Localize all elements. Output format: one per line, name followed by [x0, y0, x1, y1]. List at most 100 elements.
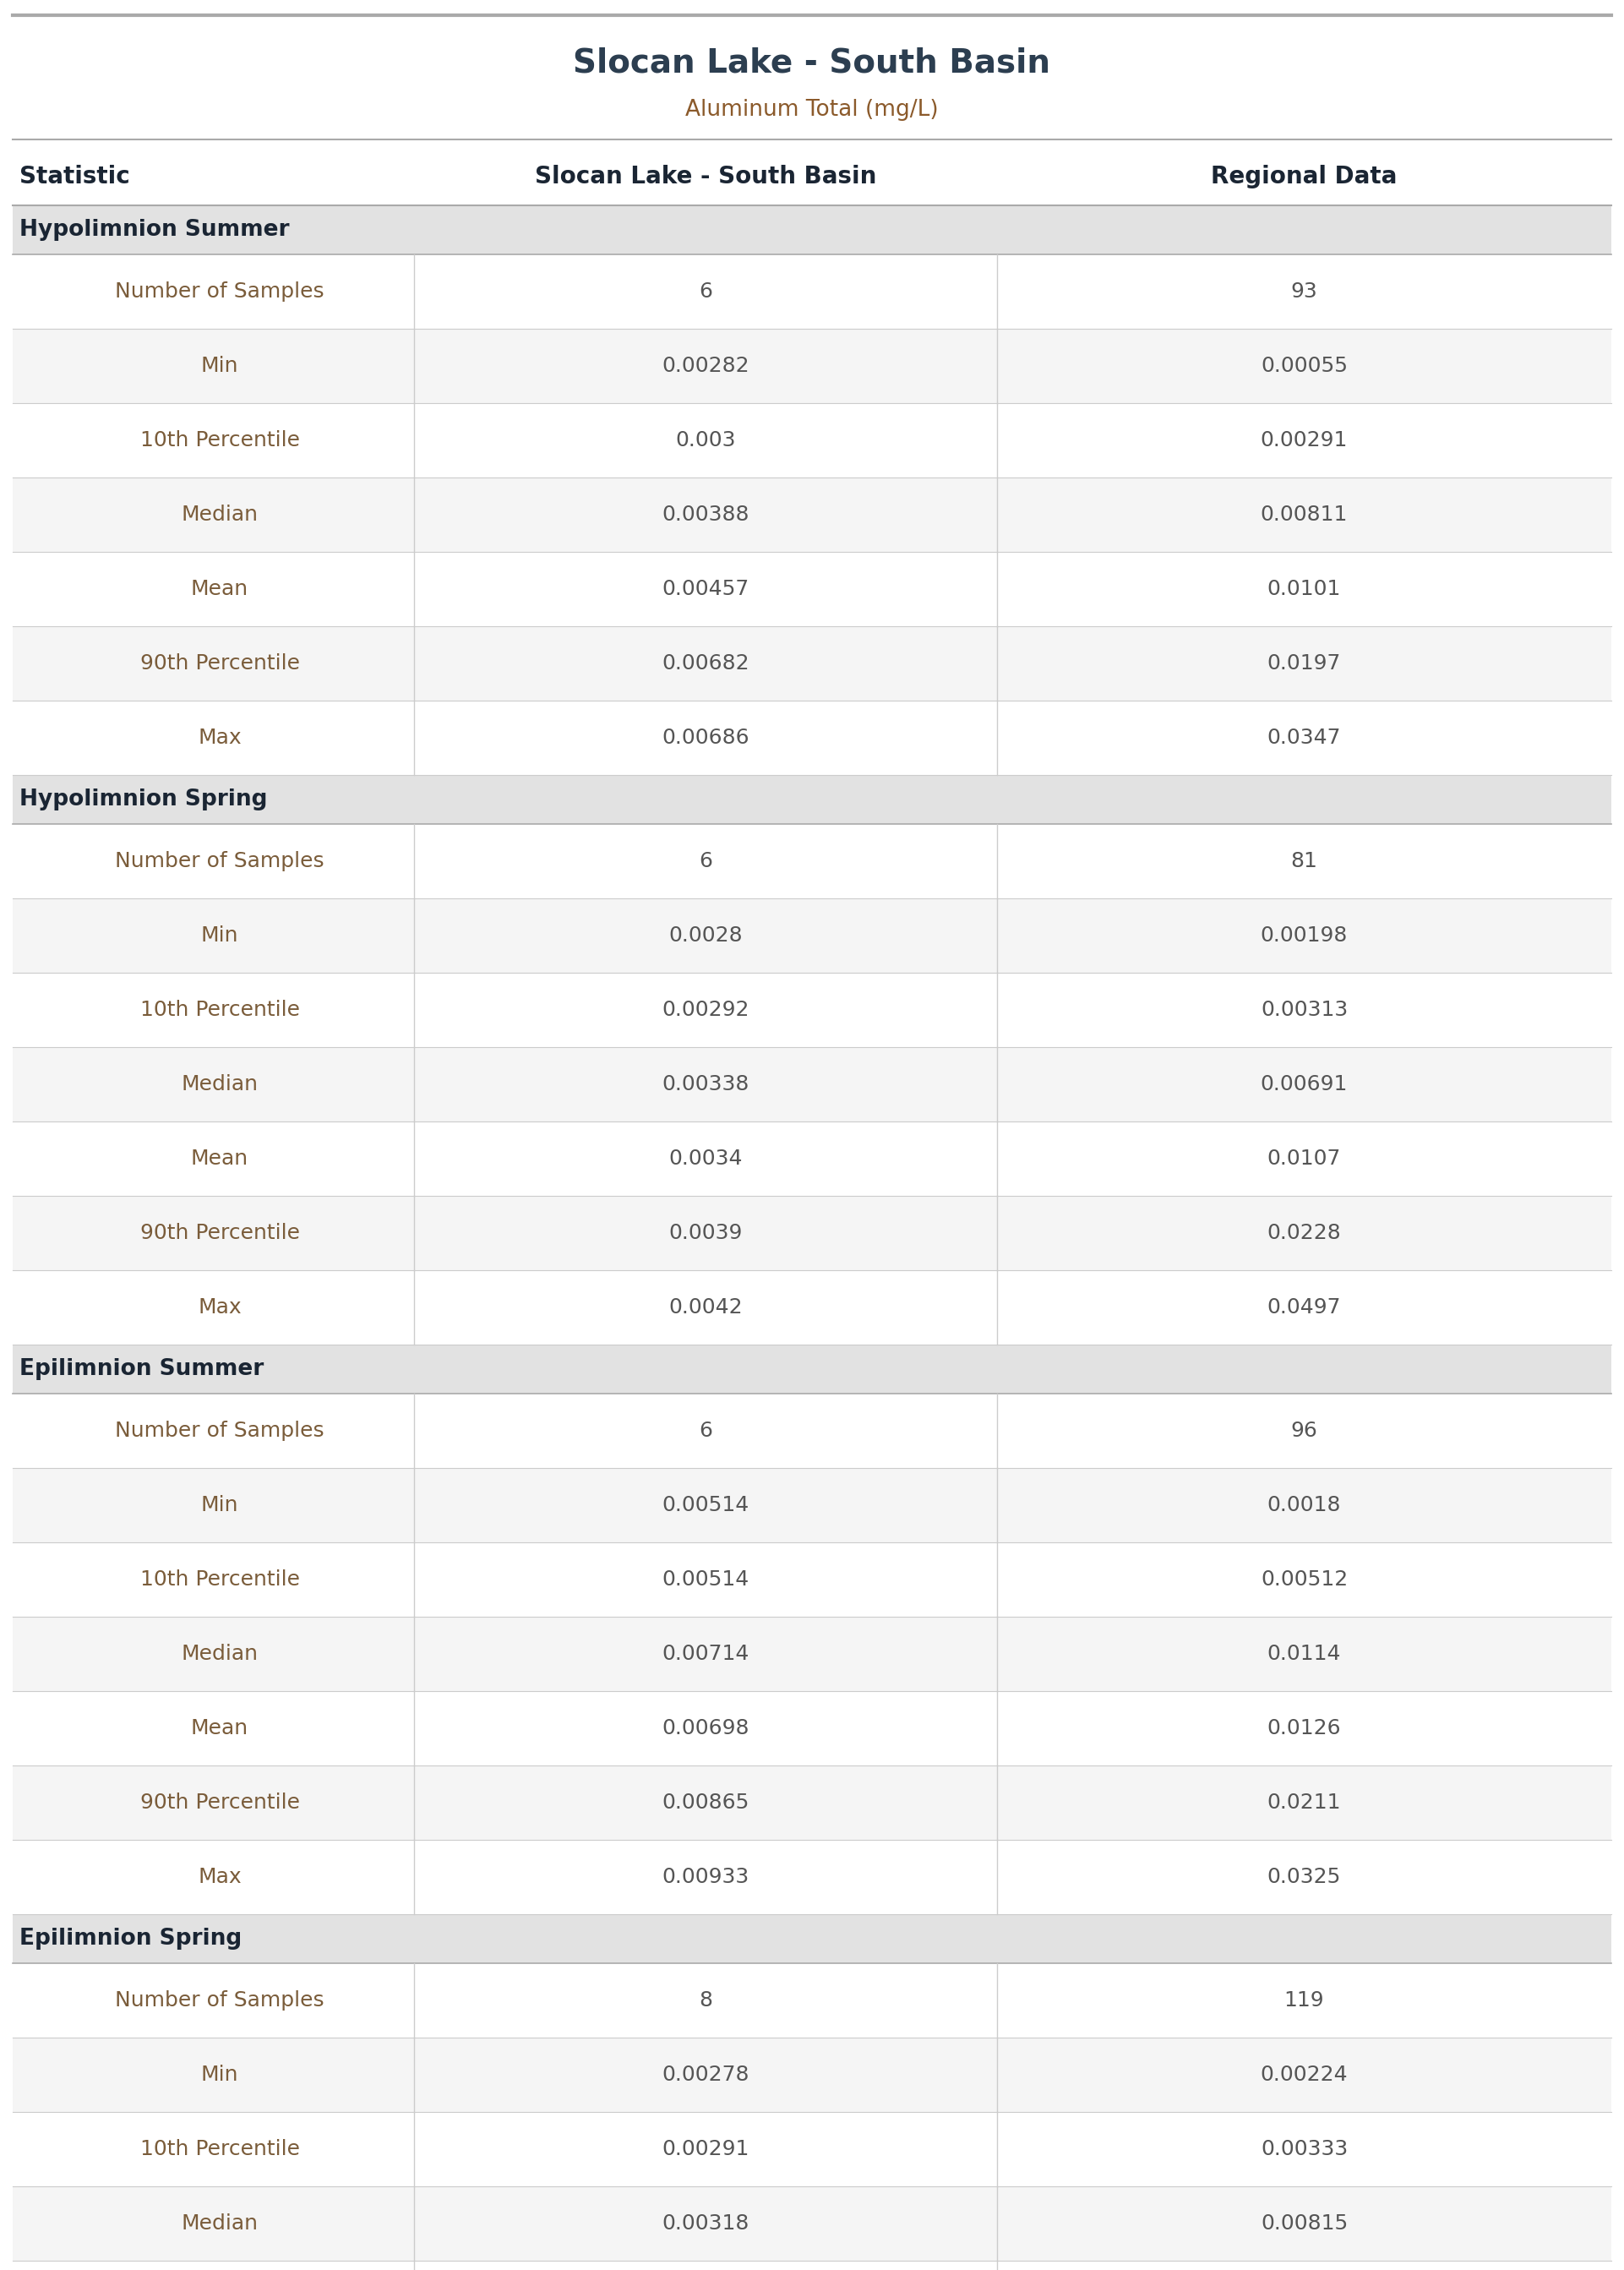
Text: 0.0325: 0.0325 — [1267, 1866, 1341, 1886]
Text: 0.0211: 0.0211 — [1267, 1793, 1341, 1814]
Text: 0.0114: 0.0114 — [1267, 1643, 1341, 1664]
Text: 90th Percentile: 90th Percentile — [140, 654, 299, 674]
Text: Slocan Lake - South Basin: Slocan Lake - South Basin — [534, 166, 877, 188]
Text: 0.00198: 0.00198 — [1260, 926, 1348, 947]
Text: Median: Median — [182, 504, 258, 524]
Bar — [13, 627, 1611, 701]
Text: Epilimnion Summer: Epilimnion Summer — [19, 1357, 263, 1380]
Text: Min: Min — [201, 2066, 239, 2084]
Text: 10th Percentile: 10th Percentile — [140, 999, 299, 1019]
Text: 0.00457: 0.00457 — [663, 579, 749, 599]
Bar — [13, 1616, 1611, 1691]
Text: Number of Samples: Number of Samples — [115, 1991, 325, 2011]
Text: Median: Median — [182, 2213, 258, 2234]
Text: 90th Percentile: 90th Percentile — [140, 1793, 299, 1814]
Text: 0.0028: 0.0028 — [669, 926, 742, 947]
Bar — [13, 1469, 1611, 1541]
Text: 0.0197: 0.0197 — [1267, 654, 1341, 674]
Bar — [13, 552, 1611, 627]
Bar — [13, 1964, 1611, 2038]
Bar — [13, 701, 1611, 774]
Bar — [13, 1541, 1611, 1616]
Text: 0.00333: 0.00333 — [1260, 2138, 1348, 2159]
Text: Regional Data: Regional Data — [1212, 166, 1397, 188]
Text: 10th Percentile: 10th Percentile — [140, 431, 299, 449]
Bar — [13, 1839, 1611, 1914]
Text: 0.00698: 0.00698 — [663, 1718, 749, 1739]
Text: 0.00292: 0.00292 — [663, 999, 749, 1019]
Text: 0.0018: 0.0018 — [1267, 1496, 1341, 1516]
Text: 0.00815: 0.00815 — [1260, 2213, 1348, 2234]
Text: 0.00388: 0.00388 — [663, 504, 749, 524]
Text: Mean: Mean — [192, 1718, 248, 1739]
Text: Number of Samples: Number of Samples — [115, 1421, 325, 1441]
Text: 8: 8 — [698, 1991, 713, 2011]
Text: 0.00313: 0.00313 — [1260, 999, 1348, 1019]
Bar — [13, 1121, 1611, 1196]
Text: 0.00514: 0.00514 — [663, 1496, 749, 1516]
Text: 0.00338: 0.00338 — [663, 1074, 749, 1094]
Bar — [13, 824, 1611, 899]
Text: Max: Max — [198, 1296, 242, 1317]
Text: 0.00686: 0.00686 — [661, 729, 749, 747]
Bar — [13, 1344, 1611, 1394]
Text: 0.00933: 0.00933 — [663, 1866, 749, 1886]
Bar — [13, 404, 1611, 477]
Text: Mean: Mean — [192, 579, 248, 599]
Bar — [13, 204, 1611, 254]
Text: 0.00318: 0.00318 — [663, 2213, 749, 2234]
Text: Slocan Lake - South Basin: Slocan Lake - South Basin — [573, 48, 1051, 79]
Bar — [13, 148, 1611, 204]
Bar — [13, 1394, 1611, 1469]
Bar — [13, 899, 1611, 974]
Text: Median: Median — [182, 1643, 258, 1664]
Bar — [13, 1691, 1611, 1766]
Text: 0.00714: 0.00714 — [663, 1643, 749, 1664]
Text: Statistic: Statistic — [19, 166, 130, 188]
Bar — [13, 477, 1611, 552]
Bar — [13, 1046, 1611, 1121]
Text: 119: 119 — [1285, 1991, 1324, 2011]
Text: 0.00514: 0.00514 — [663, 1569, 749, 1589]
Text: 10th Percentile: 10th Percentile — [140, 1569, 299, 1589]
Text: 0.00691: 0.00691 — [1260, 1074, 1348, 1094]
Text: 0.0042: 0.0042 — [669, 1296, 742, 1317]
Text: 0.0107: 0.0107 — [1267, 1149, 1341, 1169]
Text: 90th Percentile: 90th Percentile — [140, 1224, 299, 1244]
Text: 10th Percentile: 10th Percentile — [140, 2138, 299, 2159]
Text: 0.0126: 0.0126 — [1267, 1718, 1341, 1739]
Text: Hypolimnion Spring: Hypolimnion Spring — [19, 788, 268, 810]
Text: Min: Min — [201, 356, 239, 377]
Bar — [13, 2038, 1611, 2111]
Text: Number of Samples: Number of Samples — [115, 851, 325, 872]
Text: 0.00282: 0.00282 — [661, 356, 749, 377]
Text: 0.0034: 0.0034 — [669, 1149, 742, 1169]
Text: 0.0228: 0.0228 — [1267, 1224, 1341, 1244]
Bar — [13, 1914, 1611, 1964]
Text: 0.00811: 0.00811 — [1260, 504, 1348, 524]
Bar — [13, 329, 1611, 404]
Text: 6: 6 — [698, 851, 713, 872]
Bar — [13, 1196, 1611, 1271]
Text: 0.00865: 0.00865 — [663, 1793, 749, 1814]
Text: 0.00291: 0.00291 — [663, 2138, 749, 2159]
Text: 0.0497: 0.0497 — [1267, 1296, 1341, 1317]
Text: Hypolimnion Summer: Hypolimnion Summer — [19, 218, 289, 241]
Text: 96: 96 — [1291, 1421, 1317, 1441]
Text: 0.00512: 0.00512 — [1260, 1569, 1348, 1589]
Text: Aluminum Total (mg/L): Aluminum Total (mg/L) — [685, 100, 939, 120]
Text: Median: Median — [182, 1074, 258, 1094]
Bar — [13, 1766, 1611, 1839]
Text: 81: 81 — [1291, 851, 1317, 872]
Text: 0.0039: 0.0039 — [669, 1224, 742, 1244]
Text: 0.0347: 0.0347 — [1267, 729, 1341, 747]
Text: 0.00291: 0.00291 — [1260, 431, 1348, 449]
Text: Max: Max — [198, 729, 242, 747]
Text: Min: Min — [201, 926, 239, 947]
Text: Mean: Mean — [192, 1149, 248, 1169]
Text: 0.00682: 0.00682 — [661, 654, 749, 674]
Text: 93: 93 — [1291, 281, 1317, 302]
Text: 6: 6 — [698, 1421, 713, 1441]
Bar — [13, 2186, 1611, 2261]
Bar — [13, 774, 1611, 824]
